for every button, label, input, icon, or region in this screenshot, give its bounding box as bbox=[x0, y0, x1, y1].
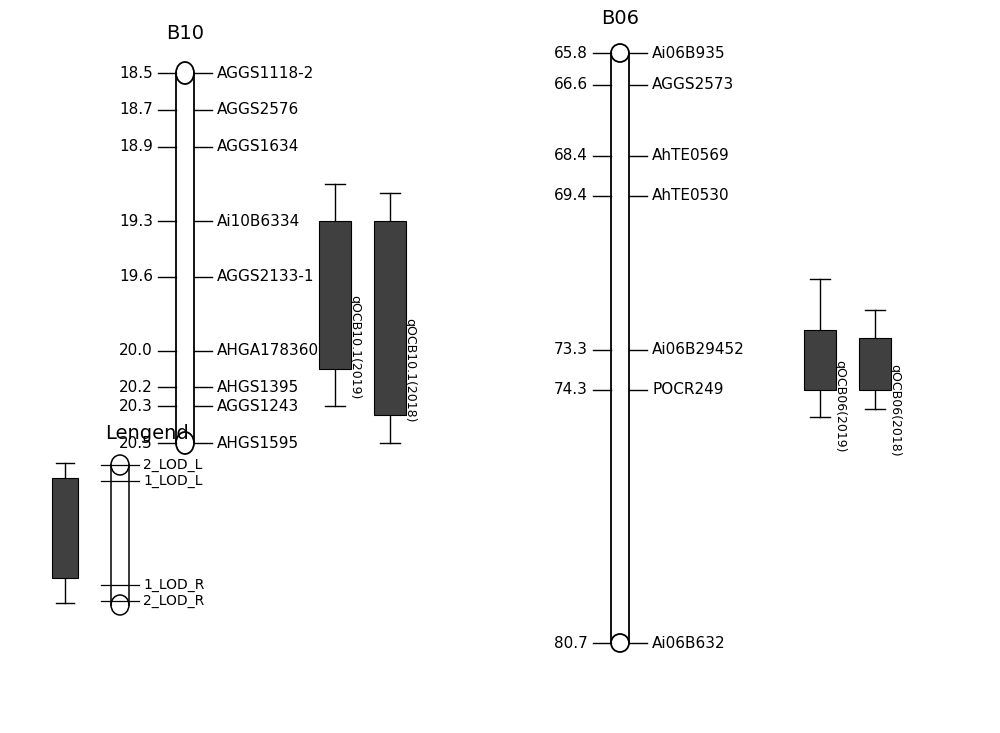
Text: 1_LOD_L: 1_LOD_L bbox=[143, 474, 202, 488]
Text: 2_LOD_R: 2_LOD_R bbox=[143, 594, 204, 608]
Text: 1_LOD_R: 1_LOD_R bbox=[143, 578, 204, 592]
Text: 19.6: 19.6 bbox=[119, 269, 153, 284]
Text: 65.8: 65.8 bbox=[554, 45, 588, 61]
Text: B10: B10 bbox=[166, 24, 204, 43]
Text: AHGS1395: AHGS1395 bbox=[217, 380, 299, 395]
Text: AHGA178360: AHGA178360 bbox=[217, 343, 319, 358]
Text: 18.5: 18.5 bbox=[119, 65, 153, 81]
Text: Ai06B935: Ai06B935 bbox=[652, 45, 726, 61]
Text: 19.3: 19.3 bbox=[119, 213, 153, 229]
Text: AGGS2133-1: AGGS2133-1 bbox=[217, 269, 314, 284]
Text: 20.2: 20.2 bbox=[119, 380, 153, 395]
Text: 80.7: 80.7 bbox=[554, 636, 588, 650]
Text: AHGS1595: AHGS1595 bbox=[217, 435, 299, 451]
Text: AGGS2573: AGGS2573 bbox=[652, 77, 734, 92]
Text: 69.4: 69.4 bbox=[554, 188, 588, 203]
Text: 66.6: 66.6 bbox=[554, 77, 588, 92]
Text: AGGS2576: AGGS2576 bbox=[217, 103, 299, 117]
Text: POCR249: POCR249 bbox=[652, 382, 724, 397]
Bar bbox=[859, 338, 891, 389]
Text: qOCB06(2018): qOCB06(2018) bbox=[889, 364, 902, 457]
Bar bbox=[319, 221, 351, 369]
Text: AGGS1634: AGGS1634 bbox=[217, 139, 299, 155]
Text: Ai10B6334: Ai10B6334 bbox=[217, 213, 300, 229]
Text: AGGS1243: AGGS1243 bbox=[217, 399, 299, 413]
Text: Lengend: Lengend bbox=[105, 424, 189, 443]
Text: qOCB10.1(2019): qOCB10.1(2019) bbox=[349, 295, 362, 399]
Text: 68.4: 68.4 bbox=[554, 149, 588, 163]
Text: 18.9: 18.9 bbox=[119, 139, 153, 155]
Text: AhTE0569: AhTE0569 bbox=[652, 149, 730, 163]
Text: AhTE0530: AhTE0530 bbox=[652, 188, 730, 203]
Text: 2_LOD_L: 2_LOD_L bbox=[143, 458, 202, 472]
Text: AGGS1118-2: AGGS1118-2 bbox=[217, 65, 314, 81]
Text: qOCB06(2019): qOCB06(2019) bbox=[834, 360, 846, 452]
Text: qOCB10.1(2018): qOCB10.1(2018) bbox=[404, 318, 416, 423]
Text: 73.3: 73.3 bbox=[554, 342, 588, 358]
Bar bbox=[52, 478, 78, 578]
Text: Ai06B29452: Ai06B29452 bbox=[652, 342, 745, 358]
Text: 74.3: 74.3 bbox=[554, 382, 588, 397]
Text: 20.3: 20.3 bbox=[119, 399, 153, 413]
Bar bbox=[374, 221, 406, 416]
Text: 20.0: 20.0 bbox=[119, 343, 153, 358]
Text: B06: B06 bbox=[601, 9, 639, 28]
Text: Ai06B632: Ai06B632 bbox=[652, 636, 726, 650]
Text: 20.5: 20.5 bbox=[119, 435, 153, 451]
Text: 18.7: 18.7 bbox=[119, 103, 153, 117]
Bar bbox=[804, 330, 836, 389]
